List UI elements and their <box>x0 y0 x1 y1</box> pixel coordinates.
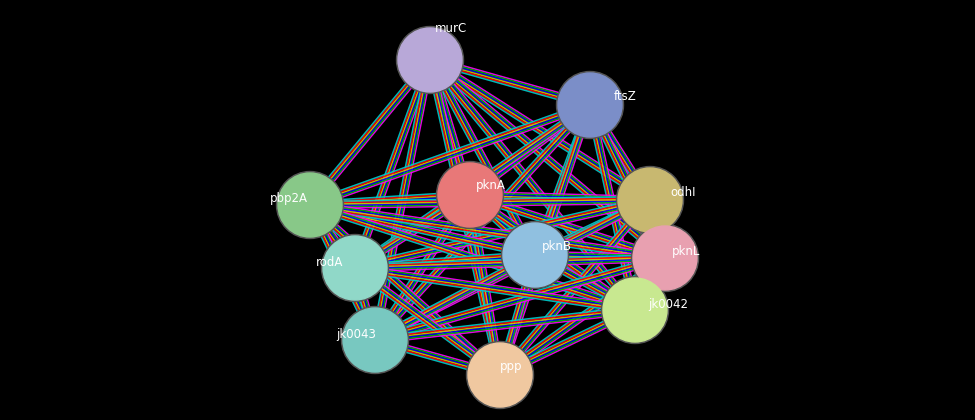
Circle shape <box>323 236 387 300</box>
Text: ppp: ppp <box>500 360 523 373</box>
Circle shape <box>501 221 568 289</box>
Circle shape <box>341 307 409 373</box>
Text: pknB: pknB <box>542 240 572 253</box>
Text: ftsZ: ftsZ <box>614 90 637 103</box>
Circle shape <box>503 223 567 287</box>
Text: jk0042: jk0042 <box>648 298 688 311</box>
Circle shape <box>616 166 683 234</box>
Circle shape <box>322 234 388 302</box>
Circle shape <box>633 226 697 290</box>
Text: pknA: pknA <box>476 179 506 192</box>
Circle shape <box>277 171 343 239</box>
Circle shape <box>410 39 450 81</box>
Circle shape <box>557 71 623 139</box>
Text: odhI: odhI <box>670 186 695 199</box>
Circle shape <box>438 163 502 227</box>
Circle shape <box>278 173 342 237</box>
Circle shape <box>558 73 622 137</box>
Circle shape <box>437 162 503 228</box>
Text: rodA: rodA <box>316 256 343 269</box>
Circle shape <box>629 179 671 221</box>
Text: pknL: pknL <box>672 245 700 258</box>
Circle shape <box>397 26 463 94</box>
Circle shape <box>618 168 682 232</box>
Circle shape <box>468 343 532 407</box>
Circle shape <box>632 225 698 291</box>
Circle shape <box>398 28 462 92</box>
Text: murC: murC <box>435 22 467 35</box>
Circle shape <box>466 341 533 409</box>
Circle shape <box>602 276 669 344</box>
Circle shape <box>343 308 407 372</box>
Circle shape <box>603 278 667 342</box>
Text: jk0043: jk0043 <box>336 328 376 341</box>
Text: pbp2A: pbp2A <box>270 192 308 205</box>
